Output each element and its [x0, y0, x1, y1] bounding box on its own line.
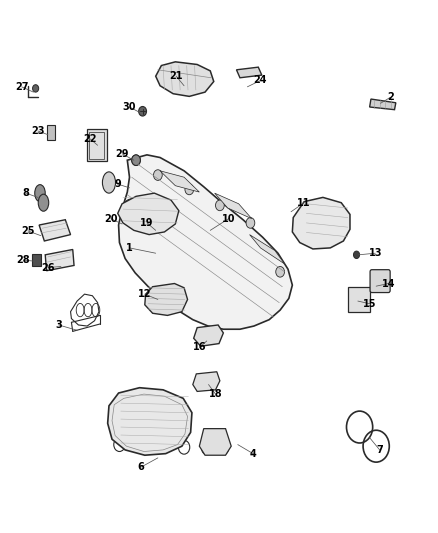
Ellipse shape — [215, 200, 224, 211]
Ellipse shape — [153, 169, 162, 180]
Text: 22: 22 — [84, 134, 97, 144]
Polygon shape — [118, 193, 179, 235]
Ellipse shape — [122, 199, 141, 222]
Ellipse shape — [276, 266, 285, 277]
Ellipse shape — [139, 107, 147, 116]
Ellipse shape — [353, 251, 360, 259]
Text: 3: 3 — [55, 320, 62, 330]
Text: 14: 14 — [381, 279, 395, 288]
Text: 7: 7 — [376, 445, 383, 455]
Polygon shape — [160, 171, 199, 192]
Bar — [32, 254, 41, 266]
Text: 25: 25 — [21, 226, 35, 236]
Ellipse shape — [139, 196, 158, 220]
Ellipse shape — [32, 85, 39, 92]
Polygon shape — [237, 67, 262, 78]
Text: 11: 11 — [297, 198, 311, 208]
Ellipse shape — [132, 155, 141, 165]
Polygon shape — [145, 284, 187, 316]
Text: 9: 9 — [114, 179, 121, 189]
Polygon shape — [193, 372, 220, 391]
Text: 21: 21 — [170, 71, 183, 81]
Text: 28: 28 — [17, 255, 30, 265]
Text: 26: 26 — [41, 263, 55, 272]
Polygon shape — [370, 99, 396, 110]
Text: 20: 20 — [104, 214, 117, 224]
Text: 1: 1 — [126, 243, 133, 253]
Polygon shape — [119, 155, 292, 329]
Ellipse shape — [200, 329, 216, 343]
Text: 15: 15 — [363, 298, 376, 309]
Polygon shape — [199, 429, 231, 455]
Ellipse shape — [35, 184, 45, 201]
Text: 13: 13 — [368, 248, 382, 258]
Text: 10: 10 — [222, 214, 235, 224]
Polygon shape — [250, 235, 285, 264]
Polygon shape — [292, 197, 350, 249]
Polygon shape — [194, 325, 223, 346]
Text: 27: 27 — [15, 82, 28, 92]
Text: 2: 2 — [387, 92, 393, 102]
Polygon shape — [39, 220, 71, 241]
Text: 29: 29 — [115, 149, 129, 159]
Bar — [348, 287, 370, 312]
Text: 4: 4 — [250, 449, 256, 458]
Text: 23: 23 — [31, 126, 45, 136]
Polygon shape — [45, 249, 74, 271]
Text: 19: 19 — [140, 218, 154, 228]
Polygon shape — [155, 62, 214, 96]
Text: 6: 6 — [137, 463, 144, 472]
Text: 16: 16 — [193, 342, 207, 352]
Text: 8: 8 — [23, 188, 29, 198]
Ellipse shape — [185, 184, 194, 195]
Ellipse shape — [132, 155, 141, 165]
Text: 12: 12 — [138, 289, 152, 299]
Ellipse shape — [155, 203, 174, 226]
Ellipse shape — [102, 172, 116, 193]
Text: 18: 18 — [208, 389, 223, 399]
Ellipse shape — [38, 194, 49, 211]
Bar — [87, 130, 106, 161]
Text: 30: 30 — [123, 102, 136, 112]
Bar — [89, 132, 104, 159]
Text: 24: 24 — [254, 76, 267, 85]
Bar — [46, 125, 55, 140]
Polygon shape — [215, 193, 252, 219]
Ellipse shape — [196, 374, 214, 390]
FancyBboxPatch shape — [370, 270, 390, 293]
Polygon shape — [108, 387, 192, 455]
Ellipse shape — [246, 217, 255, 228]
